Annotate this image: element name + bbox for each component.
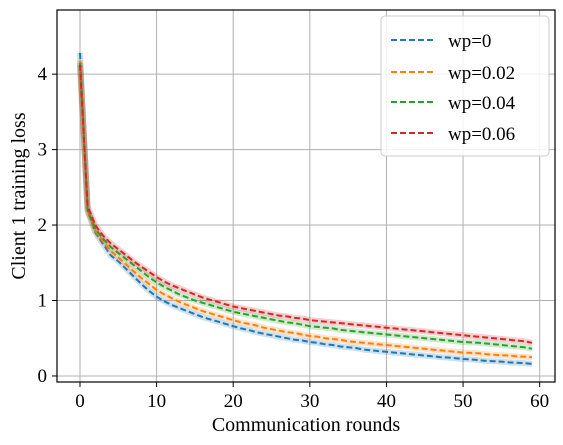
series-line-0 xyxy=(79,52,533,365)
x-tick-label: 20 xyxy=(224,391,243,412)
legend-label: wp=0.04 xyxy=(448,93,516,114)
legend-label: wp=0.06 xyxy=(448,124,515,145)
x-tick-label: 50 xyxy=(454,391,473,412)
series-line-1 xyxy=(79,60,533,359)
y-tick-label: 4 xyxy=(38,64,48,85)
x-axis-label: Communication rounds xyxy=(212,414,401,436)
y-tick-label: 0 xyxy=(38,366,48,387)
legend-entry: wp=0.02 xyxy=(391,63,515,84)
x-tick-label: 40 xyxy=(377,391,396,412)
axis-ticks: 0 10 20 30 40 50 60 0 1 2 3 4 xyxy=(38,64,550,412)
legend-entry: wp=0.06 xyxy=(391,124,515,145)
legend-box xyxy=(380,15,550,157)
y-axis-label: Client 1 training loss xyxy=(8,112,30,279)
series-line-3 xyxy=(79,65,533,344)
y-tick-label: 3 xyxy=(38,140,48,161)
legend: wp=0 wp=0.02 wp=0.04 wp=0.06 xyxy=(380,15,550,157)
series-lines xyxy=(77,52,533,367)
y-tick-label: 1 xyxy=(38,291,48,312)
legend-entry: wp=0.04 xyxy=(391,93,516,114)
x-tick-label: 10 xyxy=(147,391,166,412)
x-tick-label: 30 xyxy=(300,391,319,412)
legend-label: wp=0.02 xyxy=(448,63,515,84)
plot-frame xyxy=(56,9,556,383)
legend-entry: wp=0 xyxy=(391,31,491,52)
x-tick-label: 0 xyxy=(75,391,85,412)
x-tick-label: 60 xyxy=(530,391,549,412)
series-line-2 xyxy=(79,62,533,350)
legend-label: wp=0 xyxy=(448,31,491,52)
y-tick-label: 2 xyxy=(38,215,48,236)
